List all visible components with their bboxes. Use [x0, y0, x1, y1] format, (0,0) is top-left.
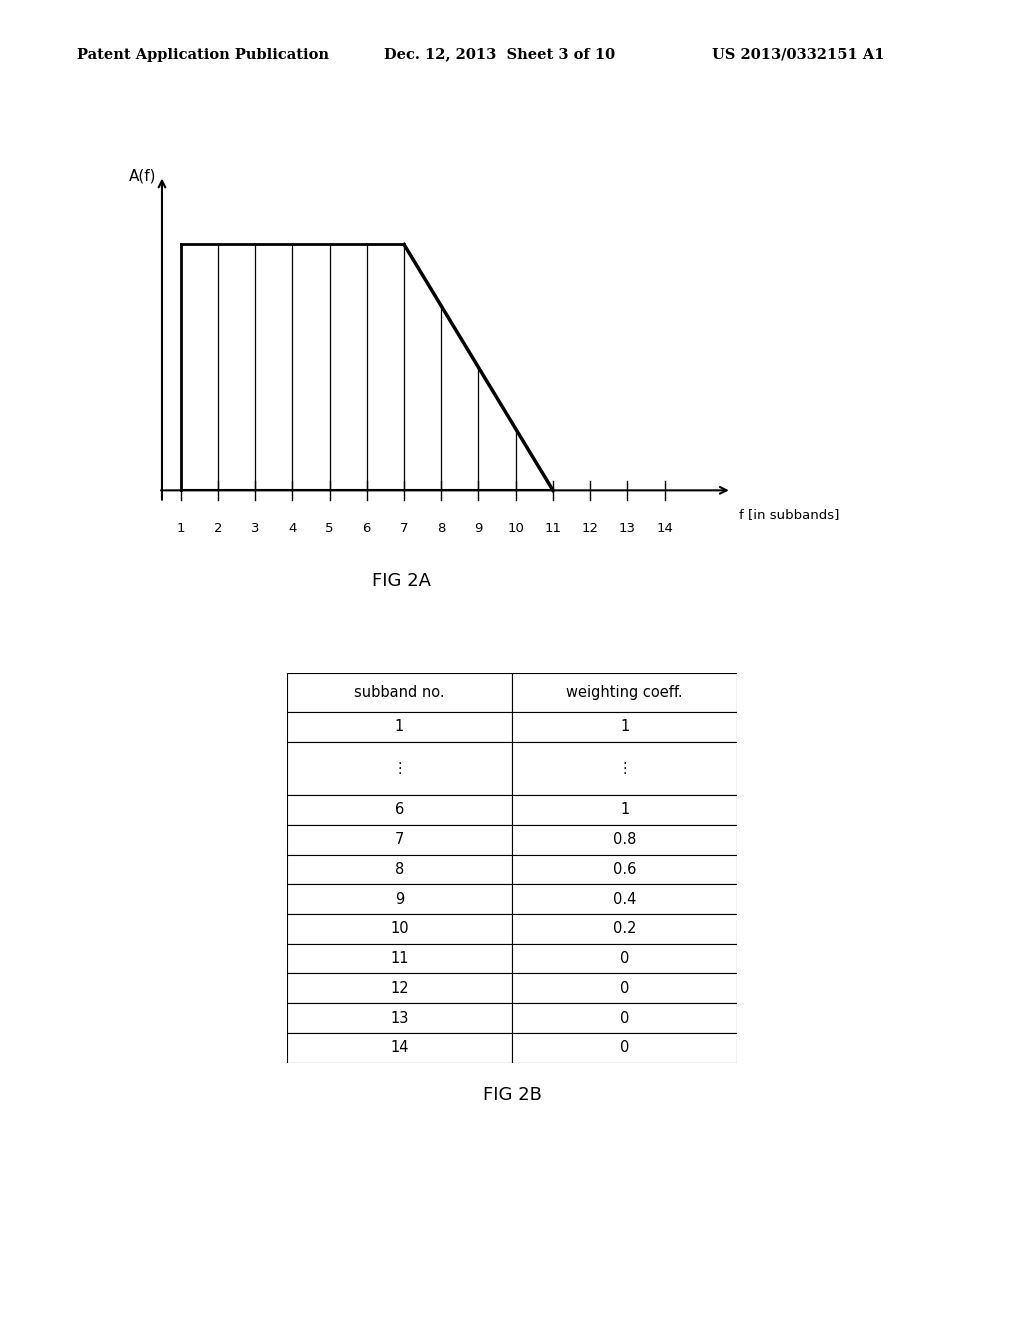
- Bar: [287, 673, 512, 711]
- Text: ⋮: ⋮: [617, 760, 632, 776]
- Text: weighting coeff.: weighting coeff.: [566, 685, 683, 700]
- Bar: [287, 944, 512, 973]
- Text: 4: 4: [288, 523, 297, 536]
- Text: 7: 7: [394, 832, 404, 847]
- Text: 13: 13: [618, 523, 636, 536]
- Text: 8: 8: [437, 523, 445, 536]
- Text: 9: 9: [474, 523, 482, 536]
- Bar: [512, 1032, 737, 1063]
- Bar: [512, 1003, 737, 1032]
- Bar: [512, 673, 737, 711]
- Bar: [287, 742, 512, 795]
- Text: 0: 0: [620, 1011, 630, 1026]
- Text: 8: 8: [394, 862, 404, 876]
- Text: 10: 10: [390, 921, 409, 936]
- Text: 0.8: 0.8: [613, 832, 636, 847]
- Text: 14: 14: [656, 523, 673, 536]
- Text: 9: 9: [394, 891, 404, 907]
- Text: subband no.: subband no.: [354, 685, 444, 700]
- Text: 1: 1: [394, 719, 404, 734]
- Text: 11: 11: [390, 952, 409, 966]
- Text: 2: 2: [214, 523, 222, 536]
- Bar: [287, 711, 512, 742]
- Bar: [512, 711, 737, 742]
- Bar: [287, 854, 512, 884]
- Bar: [512, 913, 737, 944]
- Text: 0.6: 0.6: [613, 862, 636, 876]
- Bar: [512, 825, 737, 854]
- Text: US 2013/0332151 A1: US 2013/0332151 A1: [712, 48, 884, 62]
- Bar: [287, 884, 512, 913]
- Text: 1: 1: [620, 803, 630, 817]
- Bar: [287, 1003, 512, 1032]
- Text: f [in subbands]: f [in subbands]: [739, 508, 840, 521]
- Text: 1: 1: [620, 719, 630, 734]
- Text: 14: 14: [390, 1040, 409, 1055]
- Text: Dec. 12, 2013  Sheet 3 of 10: Dec. 12, 2013 Sheet 3 of 10: [384, 48, 615, 62]
- Text: 5: 5: [326, 523, 334, 536]
- Text: Patent Application Publication: Patent Application Publication: [77, 48, 329, 62]
- Text: FIG 2A: FIG 2A: [372, 572, 431, 590]
- Bar: [512, 795, 737, 825]
- Text: ⋮: ⋮: [392, 760, 407, 776]
- Text: 12: 12: [390, 981, 409, 995]
- Text: 0.2: 0.2: [613, 921, 636, 936]
- Text: 0.4: 0.4: [613, 891, 636, 907]
- Bar: [287, 825, 512, 854]
- Bar: [512, 742, 737, 795]
- Text: 3: 3: [251, 523, 259, 536]
- Bar: [287, 913, 512, 944]
- Text: 0: 0: [620, 952, 630, 966]
- Text: 6: 6: [362, 523, 371, 536]
- Bar: [512, 854, 737, 884]
- Text: 11: 11: [545, 523, 561, 536]
- Text: 0: 0: [620, 1040, 630, 1055]
- Text: 0: 0: [620, 981, 630, 995]
- Text: 6: 6: [394, 803, 404, 817]
- Text: 13: 13: [390, 1011, 409, 1026]
- Bar: [287, 795, 512, 825]
- Text: 1: 1: [176, 523, 185, 536]
- Text: 7: 7: [399, 523, 409, 536]
- Bar: [512, 944, 737, 973]
- Text: 10: 10: [507, 523, 524, 536]
- Bar: [287, 973, 512, 1003]
- Text: 12: 12: [582, 523, 599, 536]
- Text: FIG 2B: FIG 2B: [482, 1086, 542, 1105]
- Bar: [512, 973, 737, 1003]
- Bar: [287, 1032, 512, 1063]
- Text: A(f): A(f): [129, 168, 157, 183]
- Bar: [512, 884, 737, 913]
